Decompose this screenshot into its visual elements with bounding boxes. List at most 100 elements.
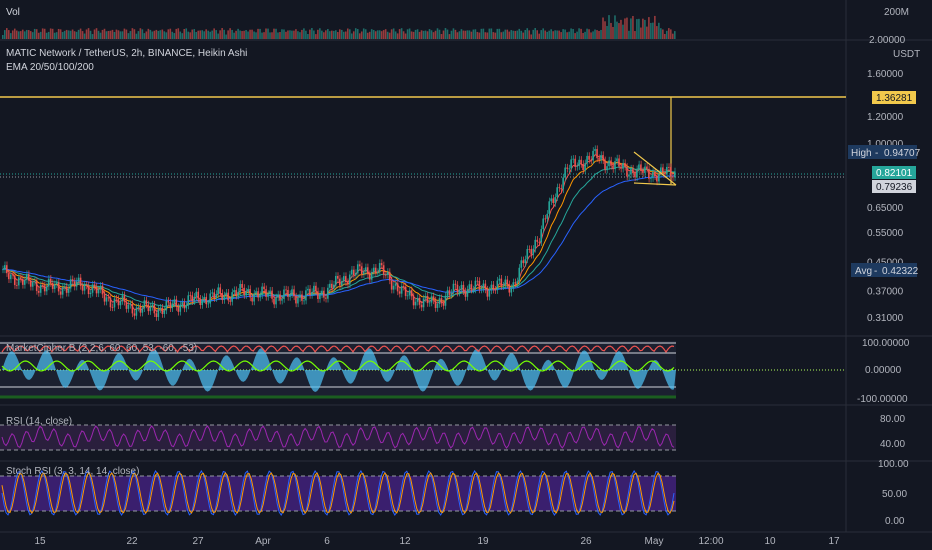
- marketcipher-pane: MarketCipher B (2,2,6, 60, 60, 53, -60, …: [0, 338, 910, 405]
- volume-bar: [169, 28, 172, 39]
- volume-bar: [540, 30, 542, 39]
- volume-bar: [281, 29, 283, 39]
- candle-body: [137, 306, 140, 308]
- volume-bar: [41, 28, 44, 39]
- volume-bar: [382, 30, 385, 39]
- candle-body: [570, 159, 572, 169]
- volume-bar: [550, 29, 552, 39]
- price-tick-2: 1.00000: [867, 139, 904, 150]
- rsi-tick-80: 80.00: [880, 414, 905, 425]
- candle-body: [648, 168, 650, 179]
- time-axis: 15 22 27 Apr 6 12 19 26 May 12:00 10 17: [34, 536, 840, 547]
- stoch-rsi-label: Stoch RSI (3, 3, 14, 14, close): [6, 466, 139, 477]
- volume-bar: [670, 29, 672, 39]
- candle-body: [534, 239, 537, 249]
- candle-body: [536, 239, 539, 242]
- volume-bar: [299, 32, 301, 39]
- candle-body: [670, 167, 672, 177]
- candle-body: [273, 298, 275, 305]
- candle-body: [319, 294, 321, 299]
- volume-bar: [528, 30, 531, 39]
- candle-body: [434, 300, 437, 308]
- volume-bar: [93, 29, 96, 39]
- candle-body: [598, 158, 600, 160]
- volume-bar: [3, 30, 6, 39]
- volume-bar: [175, 28, 178, 39]
- volume-bar: [329, 31, 331, 39]
- candle-body: [340, 281, 343, 286]
- volume-bar: [660, 28, 662, 39]
- candle-body: [293, 289, 295, 297]
- volume-bar: [115, 29, 118, 39]
- volume-bar: [546, 31, 548, 39]
- volume-bar: [139, 28, 142, 39]
- volume-bar: [656, 26, 658, 39]
- volume-bar: [91, 34, 94, 39]
- ema-50-line: [2, 159, 676, 311]
- candle-body: [337, 275, 339, 279]
- candle-body: [632, 168, 634, 174]
- volume-bar: [125, 29, 128, 39]
- volume-bar: [576, 31, 578, 39]
- volume-bar: [386, 31, 389, 39]
- triangle-pattern: [633, 151, 677, 186]
- volume-bar: [37, 32, 40, 39]
- candle-body: [440, 298, 443, 304]
- volume-bar: [51, 28, 54, 39]
- candle-body: [410, 290, 413, 297]
- candle-body: [65, 286, 68, 293]
- mc-wave-area: [2, 348, 676, 392]
- candle-body: [77, 277, 80, 282]
- candle-body: [317, 291, 319, 299]
- volume-bar: [588, 29, 590, 39]
- candle-body: [91, 284, 94, 293]
- volume-bar: [354, 28, 357, 39]
- price-tick-7: 0.31000: [867, 313, 904, 324]
- volume-bar: [570, 28, 572, 39]
- avg-tag: Avg - 0.42322: [851, 263, 919, 277]
- volume-bar: [61, 32, 64, 39]
- volume-bar: [638, 18, 640, 39]
- volume-bar: [502, 31, 505, 39]
- candle-body: [115, 298, 118, 300]
- candle-body: [147, 304, 150, 312]
- candle-body: [390, 280, 393, 290]
- candle-body: [660, 167, 662, 174]
- candle-body: [181, 302, 184, 305]
- mc-vwap-line: [1, 360, 675, 372]
- volume-bar: [472, 29, 475, 39]
- volume-bar: [442, 30, 445, 39]
- candle-body: [295, 296, 297, 304]
- candle-body: [482, 283, 485, 289]
- volume-bar: [620, 19, 622, 39]
- candle-body: [129, 303, 132, 305]
- candle-body: [255, 291, 257, 294]
- candle-body: [9, 274, 12, 280]
- candle-body: [612, 165, 614, 170]
- volume-bar: [309, 29, 311, 39]
- volume-bar: [438, 29, 441, 39]
- high-tag-dash: -: [875, 148, 878, 159]
- candle-body: [378, 263, 381, 272]
- volume-bar: [111, 29, 114, 39]
- candle-body: [247, 288, 249, 292]
- volume-bar: [131, 28, 134, 39]
- candle-body: [93, 284, 96, 287]
- candle-body: [85, 284, 88, 286]
- last-price-tag: 0.82101: [872, 166, 916, 179]
- volume-bar: [275, 28, 277, 39]
- candle-body: [139, 306, 142, 313]
- candle-body: [446, 290, 449, 296]
- candle-body: [396, 283, 399, 292]
- volume-bar: [325, 30, 327, 39]
- candle-body: [289, 294, 291, 297]
- candle-body: [185, 305, 188, 309]
- candle-body: [426, 296, 429, 304]
- candle-body: [360, 266, 363, 275]
- candle-body: [622, 163, 624, 169]
- candle-body: [650, 178, 652, 179]
- candles: [2, 145, 676, 321]
- volume-bar: [183, 29, 186, 39]
- volume-bar: [418, 31, 421, 39]
